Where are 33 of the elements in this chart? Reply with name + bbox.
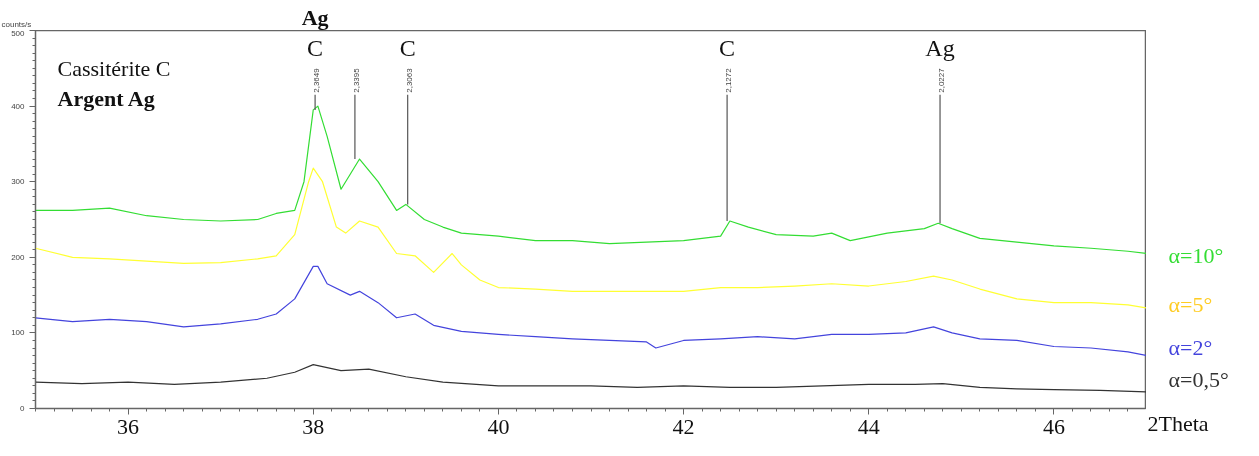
annotation: C xyxy=(719,34,736,61)
ref-line-label: 2,3063 xyxy=(404,67,414,93)
ref-line-label: 2,1272 xyxy=(724,67,734,93)
x-tick-label: 42 xyxy=(672,413,695,439)
ref-line-label: 2,3649 xyxy=(312,67,322,93)
x-tick-label: 44 xyxy=(857,413,880,439)
y-tick-label: 400 xyxy=(11,101,26,111)
x-tick-label: 46 xyxy=(1042,413,1065,439)
y-tick-label: 200 xyxy=(11,252,26,262)
y-tick-label: 500 xyxy=(11,28,26,38)
series-label: α=2° xyxy=(1168,334,1213,360)
y-tick-label: 100 xyxy=(11,328,26,338)
y-tick-label: 300 xyxy=(11,177,26,187)
annotation: C xyxy=(307,34,324,61)
ref-line-label: 2,3395 xyxy=(351,67,361,93)
line-series xyxy=(35,265,1146,357)
annotation: C xyxy=(399,34,416,61)
x-tick-label: 36 xyxy=(117,413,140,439)
y-axis-title: counts/s xyxy=(1,19,32,29)
line-series xyxy=(35,167,1146,309)
annotation: Cassitérite C xyxy=(57,55,171,81)
y-tick-label: 0 xyxy=(20,404,26,413)
line-series xyxy=(35,364,1146,393)
annotation: Ag xyxy=(301,4,329,30)
series-label: α=0,5° xyxy=(1168,367,1229,393)
text: 2Theta xyxy=(1147,410,1209,436)
x-tick-label: 38 xyxy=(302,413,325,439)
ref-line-label: 2,0227 xyxy=(937,67,947,93)
annotation: Ag xyxy=(925,34,955,61)
x-tick-label: 40 xyxy=(487,413,510,439)
series-label: α=5° xyxy=(1168,291,1213,317)
series-label: α=10° xyxy=(1168,242,1224,268)
annotation: Argent Ag xyxy=(57,85,155,111)
